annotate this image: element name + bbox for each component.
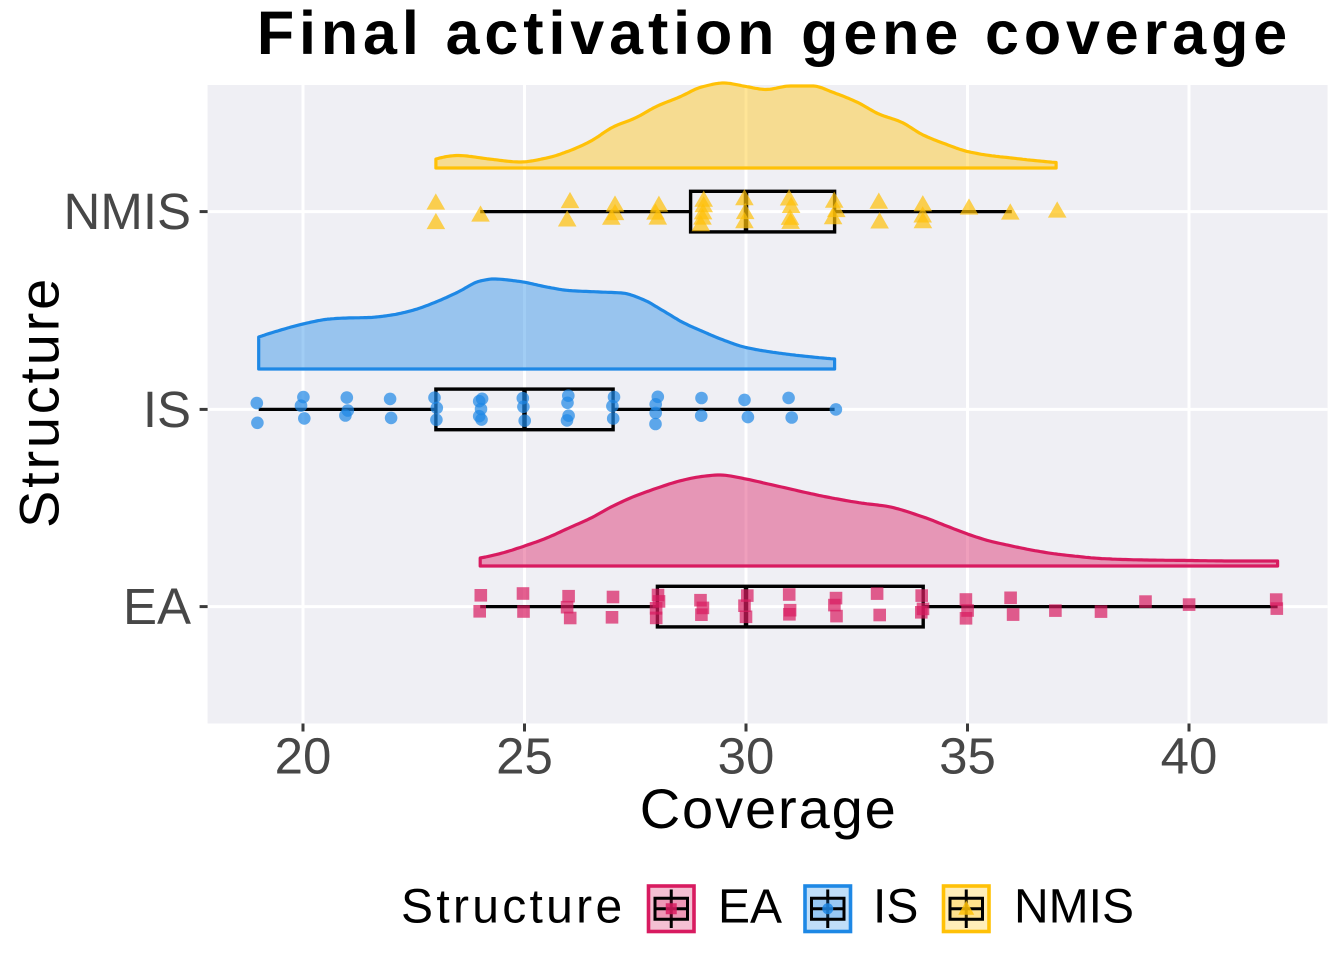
svg-text:EA: EA: [123, 578, 191, 635]
svg-text:Coverage: Coverage: [640, 777, 898, 840]
svg-text:40: 40: [1161, 728, 1218, 785]
svg-text:IS: IS: [873, 881, 918, 934]
svg-text:IS: IS: [143, 381, 191, 438]
svg-text:25: 25: [496, 728, 553, 785]
svg-text:EA: EA: [718, 881, 782, 934]
svg-text:35: 35: [939, 728, 996, 785]
svg-text:Structure: Structure: [401, 881, 625, 934]
svg-text:20: 20: [275, 728, 332, 785]
svg-text:NMIS: NMIS: [64, 183, 192, 240]
svg-text:Final activation gene coverage: Final activation gene coverage: [257, 0, 1292, 67]
svg-text:30: 30: [718, 728, 775, 785]
svg-text:Structure: Structure: [8, 276, 71, 528]
svg-text:NMIS: NMIS: [1014, 881, 1134, 934]
